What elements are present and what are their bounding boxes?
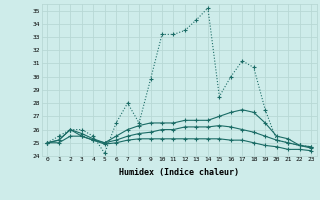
X-axis label: Humidex (Indice chaleur): Humidex (Indice chaleur) (119, 168, 239, 177)
